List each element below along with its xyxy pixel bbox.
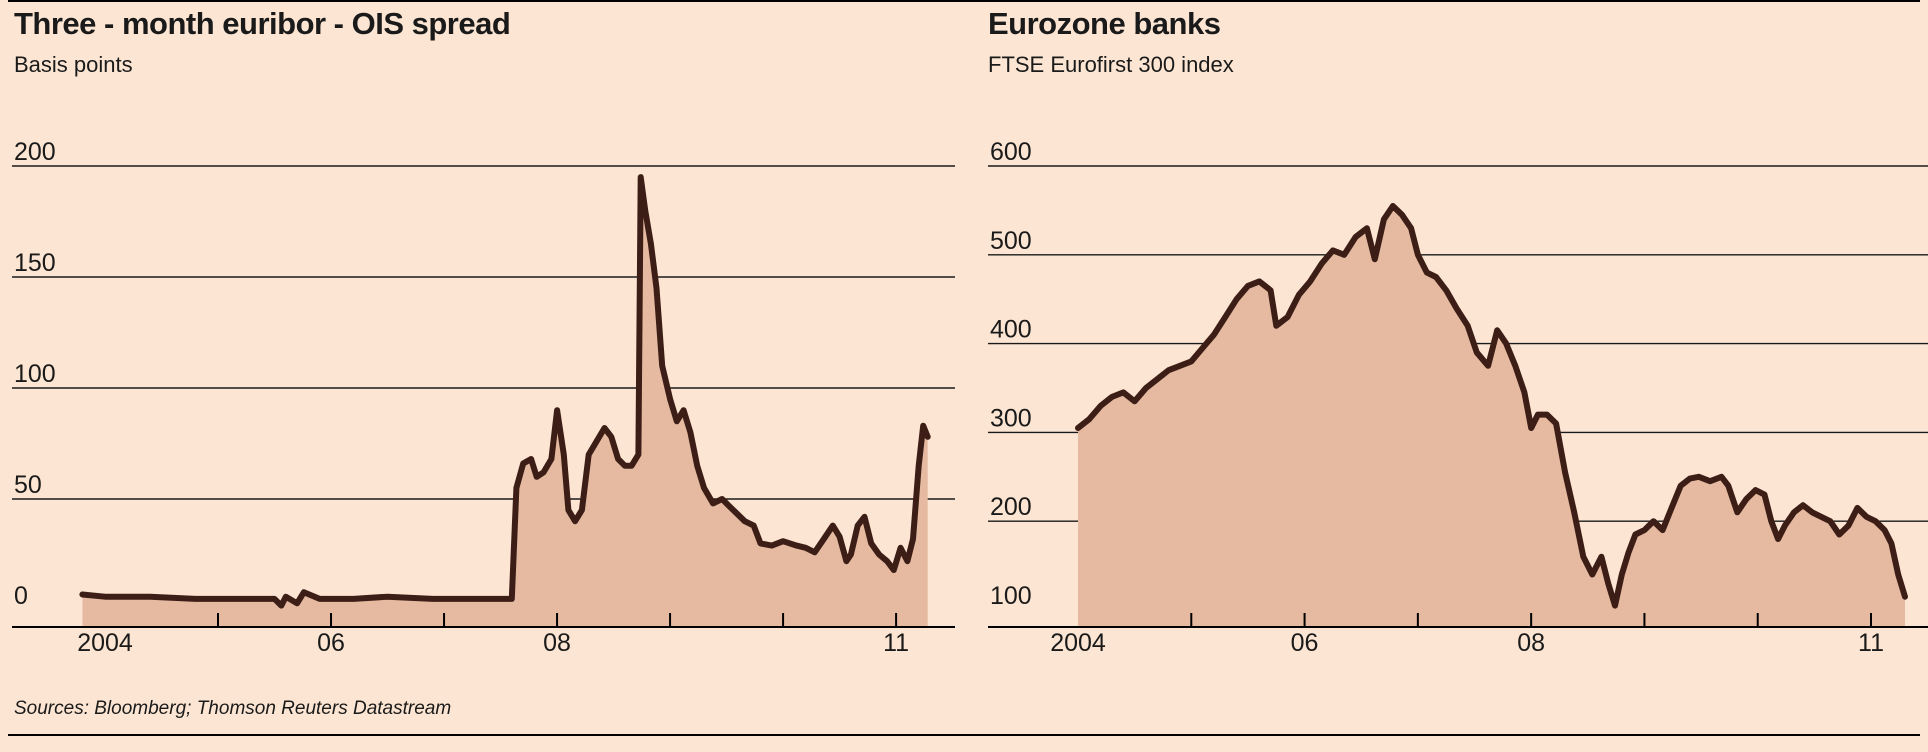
y-tick-label: 300 <box>990 404 1032 432</box>
x-tick-label: 2004 <box>1050 629 1106 657</box>
series-line <box>1075 203 1908 609</box>
y-tick-label: 0 <box>14 582 28 610</box>
x-tick-label: 06 <box>317 629 345 657</box>
chart-1-subtitle: Basis points <box>14 52 133 77</box>
chart-1: 0 50 100 150 200 2004 06 08 11 <box>12 138 955 657</box>
y-tick-label: 400 <box>990 316 1032 344</box>
series-area <box>1078 206 1905 627</box>
y-tick-label: 100 <box>14 360 56 388</box>
x-tick-label: 06 <box>1291 629 1319 657</box>
x-tick-label: 11 <box>1858 629 1884 657</box>
chart-1-title: Three - month euribor - OIS spread <box>14 6 511 41</box>
y-tick-label: 200 <box>990 493 1032 521</box>
chart-2: 100 200 300 400 500 600 2004 06 08 11 <box>988 138 1928 657</box>
source-note: Sources: Bloomberg; Thomson Reuters Data… <box>14 698 452 719</box>
x-tick-label: 11 <box>883 629 909 657</box>
x-tick-label: 08 <box>1517 629 1545 657</box>
x-tick-label: 2004 <box>77 629 133 657</box>
y-tick-label: 200 <box>14 138 56 166</box>
top-rule <box>8 0 1920 2</box>
y-tick-label: 50 <box>14 471 42 499</box>
y-tick-label: 100 <box>990 582 1032 610</box>
y-tick-label: 600 <box>990 138 1032 166</box>
x-tick-label: 08 <box>543 629 571 657</box>
series-line <box>79 174 931 609</box>
series-area <box>82 177 928 627</box>
bottom-rule <box>8 734 1920 736</box>
chart-2-subtitle: FTSE Eurofirst 300 index <box>988 52 1234 77</box>
chart-2-title: Eurozone banks <box>988 6 1221 41</box>
y-tick-label: 500 <box>990 227 1032 255</box>
y-tick-label: 150 <box>14 249 56 277</box>
